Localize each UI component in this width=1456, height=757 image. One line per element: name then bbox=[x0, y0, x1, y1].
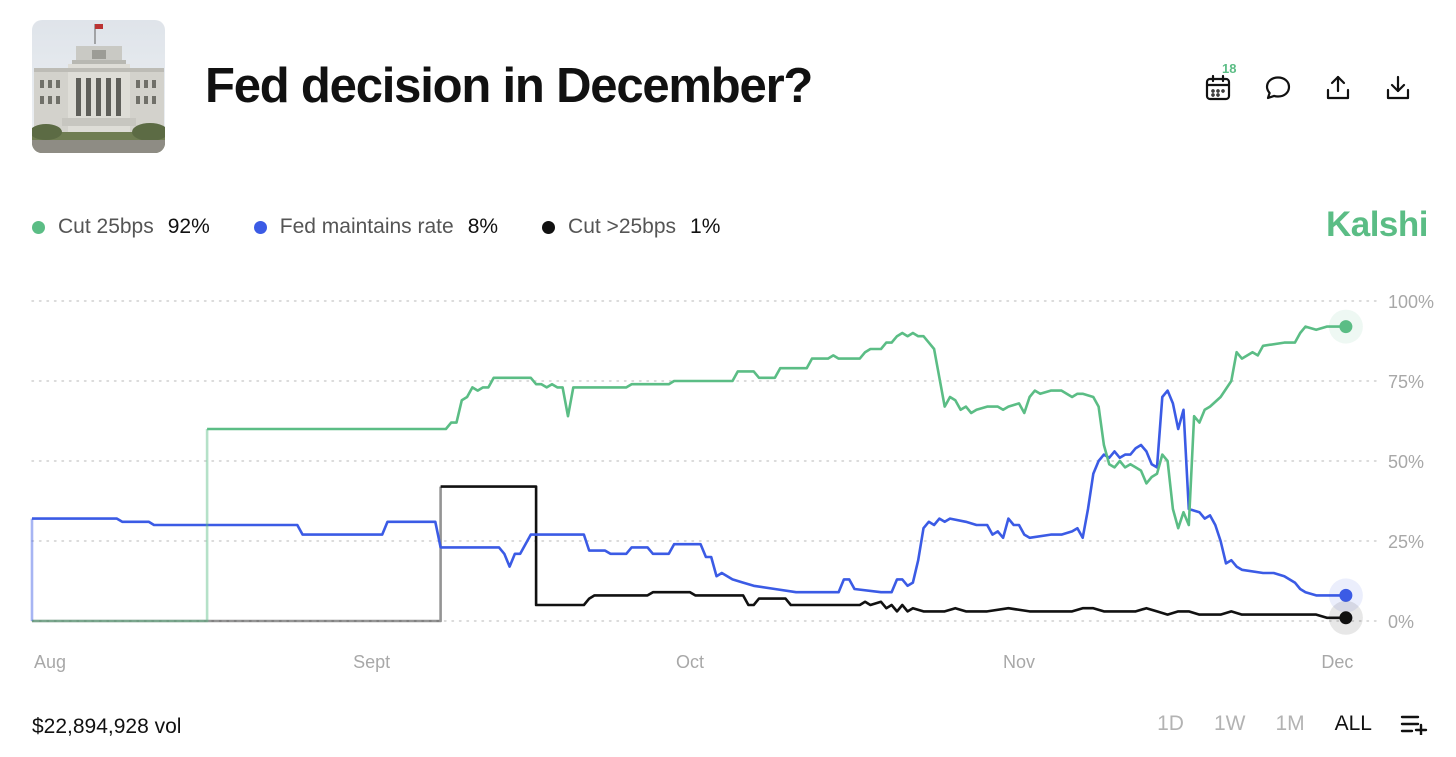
federal-reserve-building-photo bbox=[32, 20, 165, 153]
legend-label: Cut >25bps bbox=[568, 215, 677, 238]
legend-item-cut-25bps: Cut 25bps 92% bbox=[32, 215, 210, 239]
y-tick-label: 0% bbox=[1388, 612, 1414, 632]
endpoint-dot bbox=[1339, 611, 1353, 625]
legend-value: 92% bbox=[167, 215, 210, 238]
legend-item-fed-maintains-rate: Fed maintains rate 8% bbox=[253, 215, 499, 239]
comment-icon bbox=[1265, 76, 1291, 100]
volume-label: $22,894,928 vol bbox=[32, 715, 182, 738]
legend-item-cut-over-25bps: Cut >25bps 1% bbox=[542, 215, 720, 239]
series-line-cut-25bps bbox=[32, 429, 209, 623]
time-range-selector: 1D 1W 1M ALL bbox=[1127, 712, 1428, 736]
x-tick-label: Dec bbox=[1321, 652, 1353, 672]
download-button[interactable] bbox=[1368, 66, 1428, 110]
share-button[interactable] bbox=[1308, 66, 1368, 110]
y-tick-label: 100% bbox=[1388, 292, 1434, 312]
x-tick-label: Oct bbox=[676, 652, 704, 672]
y-axis-ticks: 100% 75% 50% 25% 0% bbox=[1388, 292, 1434, 632]
header-actions: 18 bbox=[1188, 61, 1428, 110]
legend-value: 8% bbox=[467, 215, 499, 238]
market-thumbnail bbox=[32, 20, 165, 153]
chart-settings-button[interactable] bbox=[1400, 713, 1428, 735]
brand-logo[interactable]: Kalshi bbox=[1325, 205, 1429, 244]
endpoint-dot bbox=[1339, 320, 1353, 334]
series-line-fed-maintains-rate bbox=[32, 389, 1348, 597]
series-endpoints bbox=[1328, 309, 1363, 635]
download-icon bbox=[1386, 75, 1410, 100]
range-all[interactable]: ALL bbox=[1334, 712, 1372, 735]
share-icon bbox=[1326, 75, 1350, 100]
calendar-button[interactable]: 18 bbox=[1188, 61, 1248, 110]
legend-dot bbox=[32, 220, 45, 234]
y-tick-label: 50% bbox=[1388, 452, 1424, 472]
legend-value: 1% bbox=[690, 215, 721, 238]
comment-button[interactable] bbox=[1248, 66, 1308, 110]
x-tick-label: Sept bbox=[353, 652, 390, 672]
series-line-cut-25bps bbox=[440, 485, 1348, 620]
range-1w[interactable]: 1W bbox=[1213, 712, 1246, 735]
legend-label: Fed maintains rate bbox=[279, 215, 454, 238]
legend-dot bbox=[542, 220, 556, 234]
list-add-icon bbox=[1400, 715, 1428, 735]
probability-chart[interactable]: 100% 75% 50% 25% 0% Aug Sept Oct Nov Dec bbox=[0, 270, 1456, 690]
calendar-icon bbox=[1205, 74, 1231, 101]
x-tick-label: Aug bbox=[34, 652, 66, 672]
legend-dot bbox=[253, 220, 267, 234]
calendar-badge: 18 bbox=[1222, 61, 1237, 76]
y-tick-label: 75% bbox=[1388, 372, 1424, 392]
page-title: Fed decision in December? bbox=[205, 59, 813, 113]
series-line-cut-25bps bbox=[207, 325, 1348, 530]
series-line-cut-25bps bbox=[32, 486, 442, 623]
x-tick-label: Nov bbox=[1003, 652, 1035, 672]
range-1m[interactable]: 1M bbox=[1275, 712, 1305, 735]
chart-legend: Cut 25bps 92% Fed maintains rate 8% Cut … bbox=[32, 215, 764, 239]
chart-grid bbox=[31, 300, 1381, 622]
y-tick-label: 25% bbox=[1388, 532, 1424, 552]
x-axis-ticks: Aug Sept Oct Nov Dec bbox=[34, 652, 1353, 672]
chart-series bbox=[30, 325, 1348, 623]
endpoint-dot bbox=[1339, 588, 1353, 602]
legend-label: Cut 25bps bbox=[58, 215, 154, 238]
range-1d[interactable]: 1D bbox=[1157, 712, 1184, 735]
